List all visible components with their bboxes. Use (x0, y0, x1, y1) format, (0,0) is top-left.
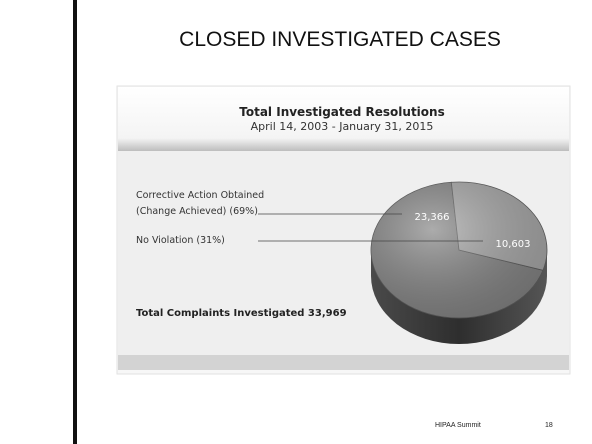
category-label: No Violation (31%) (136, 235, 225, 246)
chart-title: Total Investigated Resolutions (239, 105, 444, 119)
chart-subtitle: April 14, 2003 - January 31, 2015 (251, 120, 434, 133)
pie-shine (371, 182, 547, 318)
page-number: 18 (545, 422, 553, 429)
annotation: Total Complaints Investigated 33,969 (136, 308, 347, 319)
slide-bar (73, 0, 77, 444)
value-label: 10,603 (496, 239, 531, 250)
chart-header (118, 87, 569, 151)
value-label: 23,366 (415, 212, 450, 223)
slide-title: CLOSED INVESTIGATED CASES (179, 28, 501, 51)
chart-footer-band (118, 355, 569, 370)
footer: HIPAA Summit (435, 422, 481, 429)
category-label: Corrective Action Obtained (Change Achie… (136, 190, 265, 217)
